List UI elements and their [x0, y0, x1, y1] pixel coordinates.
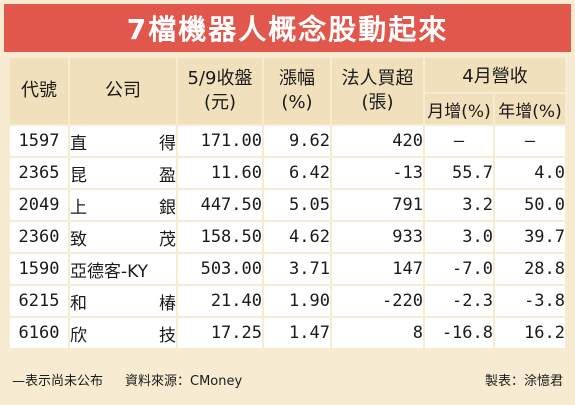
cell-revenue-yoy: 39.7 [495, 222, 566, 254]
cell-change: 6.42 [264, 158, 332, 190]
cell-revenue-yoy: 16.2 [495, 318, 566, 350]
cell-change: 5.05 [264, 190, 332, 222]
cell-company: 直得 [70, 126, 178, 158]
cell-code: 1590 [10, 254, 70, 286]
company-char: 椿 [159, 293, 176, 314]
cell-revenue-mom: 3.2 [425, 190, 495, 222]
cell-institutional: 420 [332, 126, 425, 158]
company-char: 技 [159, 325, 176, 346]
cell-company: 欣技 [70, 318, 178, 350]
cell-code: 6160 [10, 318, 70, 350]
cell-revenue-mom: 55.7 [425, 158, 495, 190]
page-title: 7檔機器人概念股動起來 [126, 13, 449, 46]
cell-revenue-mom: -2.3 [425, 286, 495, 318]
cell-close-price: 21.40 [178, 286, 264, 318]
cell-code: 2360 [10, 222, 70, 254]
company-char: 欣 [70, 325, 87, 346]
table-row: 1597 直得 171.00 9.62 420— — [10, 126, 566, 158]
cell-revenue-mom: — [425, 126, 495, 158]
cell-close-price: 158.50 [178, 222, 264, 254]
footer-source: 資料來源：CMoney [125, 373, 243, 389]
cell-revenue-yoy: — [495, 126, 566, 158]
table-row: 2365 昆盈 11.60 6.42 -13 55.7 4.0 [10, 158, 566, 190]
company-char: 盈 [159, 165, 176, 186]
cell-institutional: 791 [332, 190, 425, 222]
cell-company: 上銀 [70, 190, 178, 222]
title-bar: 7檔機器人概念股動起來 [4, 4, 571, 52]
footer-credit: 製表：涂憶君 [484, 373, 563, 389]
cell-close-price: 171.00 [178, 126, 264, 158]
cell-change: 3.71 [264, 254, 332, 286]
company-char: 茂 [159, 229, 176, 250]
cell-close-price: 17.25 [178, 318, 264, 350]
cell-code: 2049 [10, 190, 70, 222]
table-row: 2360 致茂 158.50 4.62 933 3.0 39.7 [10, 222, 566, 254]
cell-revenue-yoy: 28.8 [495, 254, 566, 286]
header-close-price: 5/9收盤 (元) [178, 58, 264, 126]
cell-revenue-mom: 3.0 [425, 222, 495, 254]
cell-company: 亞德客-KY [70, 254, 178, 286]
company-char: 致 [70, 229, 87, 250]
company-char: 得 [159, 133, 176, 154]
table-row: 6160 欣技 17.25 1.47 8 -16.8 16.2 [10, 318, 566, 350]
cell-change: 1.47 [264, 318, 332, 350]
cell-change: 1.90 [264, 286, 332, 318]
stock-table: 代號 公司 5/9收盤 (元) 漲幅 (%) 法人買超 (張) 4月營收 月增(… [10, 58, 566, 350]
company-char: 昆 [70, 165, 87, 186]
cell-code: 6215 [10, 286, 70, 318]
cell-revenue-mom: -7.0 [425, 254, 495, 286]
cell-close-price: 447.50 [178, 190, 264, 222]
cell-close-price: 11.60 [178, 158, 264, 190]
cell-close-price: 503.00 [178, 254, 264, 286]
cell-institutional: -220 [332, 286, 425, 318]
table-row: 2049 上銀 447.50 5.05 791 3.2 50.0 [10, 190, 566, 222]
company-char: 和 [70, 293, 87, 314]
header-revenue-group: 4月營收 [425, 58, 566, 94]
cell-company: 昆盈 [70, 158, 178, 190]
cell-revenue-yoy: 50.0 [495, 190, 566, 222]
cell-change: 4.62 [264, 222, 332, 254]
company-char: 上 [70, 197, 87, 218]
table-row: 6215 和椿 21.40 1.90 -220 -2.3 -3.8 [10, 286, 566, 318]
cell-code: 1597 [10, 126, 70, 158]
header-company: 公司 [70, 58, 178, 126]
table-body: 1597 直得 171.00 9.62 420— —2365 昆盈 11.60 6.42 -13 5… [10, 126, 566, 350]
cell-revenue-yoy: -3.8 [495, 286, 566, 318]
company-char: 亞德客-KY [70, 261, 149, 282]
cell-institutional: 147 [332, 254, 425, 286]
company-char: 銀 [159, 197, 176, 218]
header-revenue-yoy: 年增(%) [495, 94, 566, 126]
footer-note: —表示尚未公布 [12, 373, 104, 389]
cell-code: 2365 [10, 158, 70, 190]
company-char: 直 [70, 133, 87, 154]
cell-institutional: 933 [332, 222, 425, 254]
table-row: 1590 亞德客-KY 503.00 3.71 147 -7.0 28.8 [10, 254, 566, 286]
cell-institutional: 8 [332, 318, 425, 350]
cell-revenue-mom: -16.8 [425, 318, 495, 350]
cell-company: 和椿 [70, 286, 178, 318]
cell-company: 致茂 [70, 222, 178, 254]
cell-revenue-yoy: 4.0 [495, 158, 566, 190]
footer: —表示尚未公布 資料來源：CMoney 製表：涂憶君 [12, 364, 563, 394]
cell-institutional: -13 [332, 158, 425, 190]
cell-change: 9.62 [264, 126, 332, 158]
header-revenue-mom: 月增(%) [425, 94, 495, 126]
header-change: 漲幅 (%) [264, 58, 332, 126]
header-institutional: 法人買超 (張) [332, 58, 425, 126]
header-code: 代號 [10, 58, 70, 126]
